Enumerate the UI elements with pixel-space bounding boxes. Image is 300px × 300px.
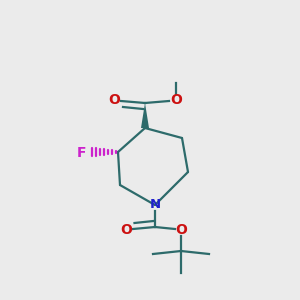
Text: F: F: [77, 146, 87, 160]
Text: O: O: [175, 223, 187, 237]
Text: O: O: [108, 93, 120, 107]
Text: N: N: [149, 199, 161, 212]
Text: O: O: [170, 93, 182, 107]
Polygon shape: [141, 103, 149, 128]
Text: O: O: [120, 223, 132, 237]
